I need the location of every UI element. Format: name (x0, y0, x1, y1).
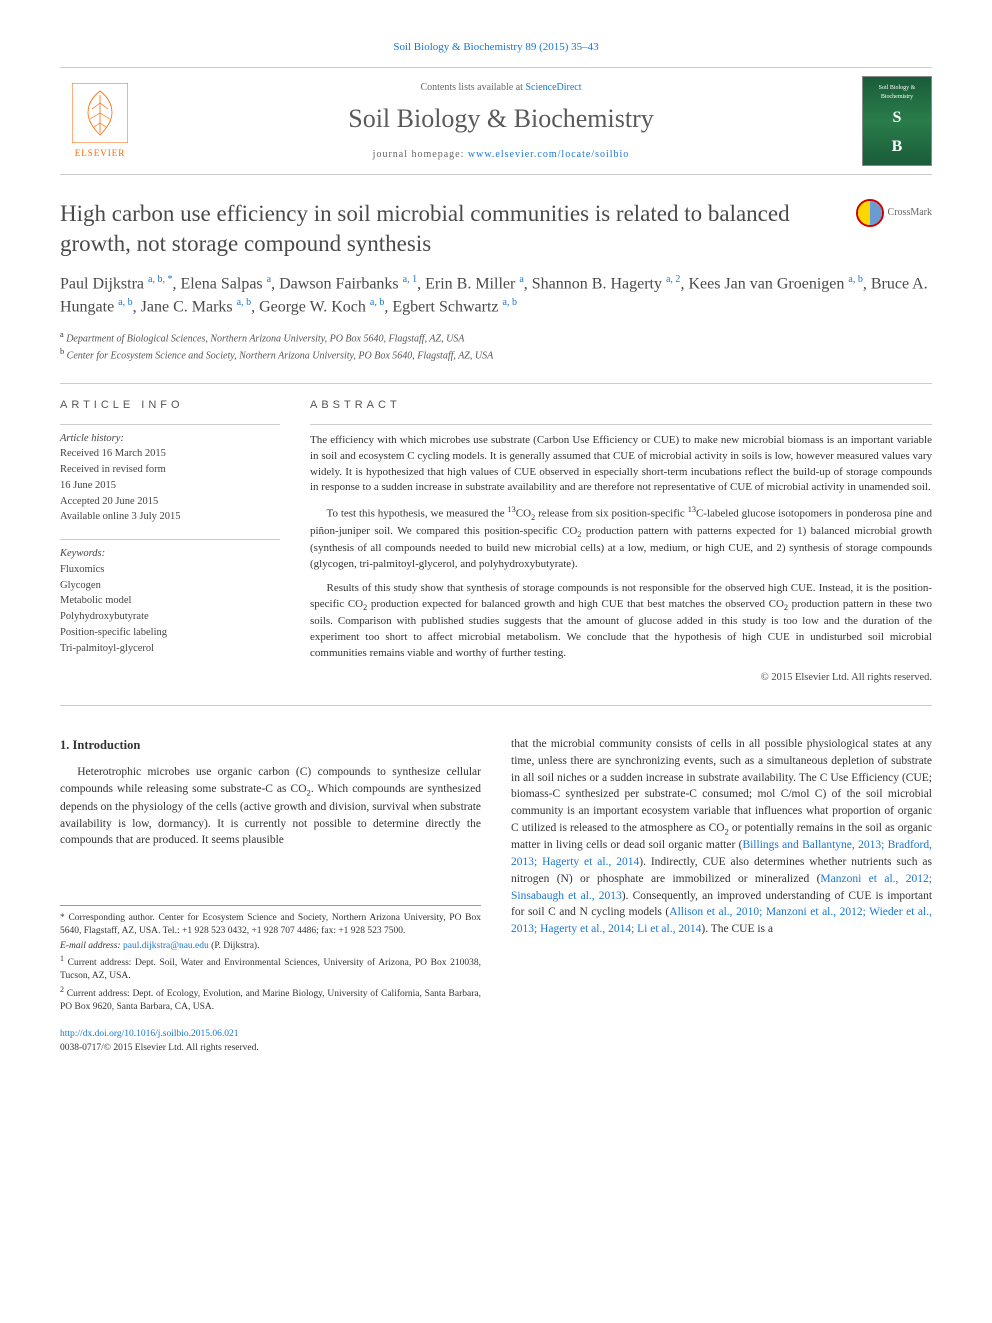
abstract-paragraph: To test this hypothesis, we measured the… (310, 504, 932, 573)
homepage-prefix: journal homepage: (373, 149, 468, 160)
email-suffix: (P. Dijkstra). (209, 941, 260, 951)
crossmark-widget[interactable]: CrossMark (856, 199, 932, 227)
crossmark-label: CrossMark (888, 206, 932, 220)
history-label: Article history: (60, 431, 280, 447)
abstract-text: The efficiency with which microbes use s… (310, 424, 932, 686)
corresponding-email-link[interactable]: paul.dijkstra@nau.edu (123, 941, 209, 951)
affiliation-b: b Center for Ecosystem Science and Socie… (60, 346, 932, 363)
abstract-paragraph: The efficiency with which microbes use s… (310, 433, 932, 497)
cover-letter-s: S (893, 109, 902, 126)
citation-link[interactable]: Soil Biology & Biochemistry 89 (2015) 35… (393, 41, 598, 53)
contents-prefix: Contents lists available at (420, 82, 525, 93)
keyword: Glycogen (60, 578, 280, 594)
history-line: Received in revised form (60, 462, 280, 478)
body-right-column: that the microbial community consists of… (511, 736, 932, 1055)
info-abstract-row: ARTICLE INFO Article history: Received 1… (60, 383, 932, 706)
footnote-text: Current address: Dept. Soil, Water and E… (60, 959, 481, 982)
journal-homepage-link[interactable]: www.elsevier.com/locate/soilbio (468, 149, 629, 160)
journal-name: Soil Biology & Biochemistry (140, 101, 862, 137)
author-list: Paul Dijkstra a, b, *, Elena Salpas a, D… (60, 273, 932, 318)
footnote-text: Current address: Dept. of Ecology, Evolu… (60, 989, 481, 1012)
email-line: E-mail address: paul.dijkstra@nau.edu (P… (60, 940, 481, 953)
keyword: Metabolic model (60, 593, 280, 609)
history-line: 16 June 2015 (60, 478, 280, 494)
citation-header: Soil Biology & Biochemistry 89 (2015) 35… (60, 40, 932, 55)
abstract-heading: ABSTRACT (310, 398, 932, 413)
abstract-copyright: © 2015 Elsevier Ltd. All rights reserved… (310, 670, 932, 685)
affiliation-marker: a (60, 330, 64, 339)
cover-title: Soil Biology & Biochemistry (867, 84, 927, 101)
history-line: Accepted 20 June 2015 (60, 494, 280, 510)
corresponding-author-note: * Corresponding author. Center for Ecosy… (60, 912, 481, 938)
footnote-marker: 1 (60, 954, 64, 963)
keyword: Position-specific labeling (60, 625, 280, 641)
affiliation-text: Department of Biological Sciences, North… (66, 333, 464, 344)
footnotes: * Corresponding author. Center for Ecosy… (60, 905, 481, 1014)
body-left-column: 1. Introduction Heterotrophic microbes u… (60, 736, 481, 1055)
doi-block: http://dx.doi.org/10.1016/j.soilbio.2015… (60, 1028, 481, 1056)
footnote-1: 1 Current address: Dept. Soil, Water and… (60, 954, 481, 983)
affiliations: a Department of Biological Sciences, Nor… (60, 329, 932, 364)
sciencedirect-link[interactable]: ScienceDirect (525, 82, 581, 93)
section-heading-introduction: 1. Introduction (60, 736, 481, 754)
header-center: Contents lists available at ScienceDirec… (140, 81, 862, 161)
contents-available-line: Contents lists available at ScienceDirec… (140, 81, 862, 95)
crossmark-icon (856, 199, 884, 227)
body-paragraph: that the microbial community consists of… (511, 736, 932, 937)
title-row: High carbon use efficiency in soil micro… (60, 199, 932, 259)
article-history: Article history: Received 16 March 2015 … (60, 424, 280, 526)
article-info-column: ARTICLE INFO Article history: Received 1… (60, 398, 280, 685)
keyword: Fluxomics (60, 562, 280, 578)
article-title: High carbon use efficiency in soil micro… (60, 199, 856, 259)
footnote-2: 2 Current address: Dept. of Ecology, Evo… (60, 985, 481, 1014)
article-info-heading: ARTICLE INFO (60, 398, 280, 413)
elsevier-tree-icon (72, 83, 128, 143)
publisher-logo[interactable]: ELSEVIER (60, 76, 140, 166)
body-paragraph: Heterotrophic microbes use organic carbo… (60, 764, 481, 848)
affiliation-text: Center for Ecosystem Science and Society… (67, 350, 494, 361)
abstract-paragraph: Results of this study show that synthesi… (310, 581, 932, 662)
keywords-label: Keywords: (60, 546, 280, 562)
footnote-marker: 2 (60, 985, 64, 994)
body-columns: 1. Introduction Heterotrophic microbes u… (60, 736, 932, 1055)
journal-cover-thumbnail[interactable]: Soil Biology & Biochemistry S B (862, 76, 932, 166)
keyword: Polyhydroxybutyrate (60, 609, 280, 625)
cover-letter-b: B (892, 138, 903, 155)
journal-header: ELSEVIER Contents lists available at Sci… (60, 67, 932, 175)
keywords: Keywords: Fluxomics Glycogen Metabolic m… (60, 539, 280, 656)
doi-link[interactable]: http://dx.doi.org/10.1016/j.soilbio.2015… (60, 1029, 239, 1039)
keyword: Tri-palmitoyl-glycerol (60, 641, 280, 657)
affiliation-a: a Department of Biological Sciences, Nor… (60, 329, 932, 346)
journal-homepage-line: journal homepage: www.elsevier.com/locat… (140, 148, 862, 162)
history-line: Available online 3 July 2015 (60, 509, 280, 525)
affiliation-marker: b (60, 347, 64, 356)
abstract-column: ABSTRACT The efficiency with which micro… (310, 398, 932, 685)
email-label: E-mail address: (60, 941, 123, 951)
issn-copyright-line: 0038-0717/© 2015 Elsevier Ltd. All right… (60, 1042, 481, 1056)
history-line: Received 16 March 2015 (60, 446, 280, 462)
publisher-name: ELSEVIER (75, 147, 126, 160)
